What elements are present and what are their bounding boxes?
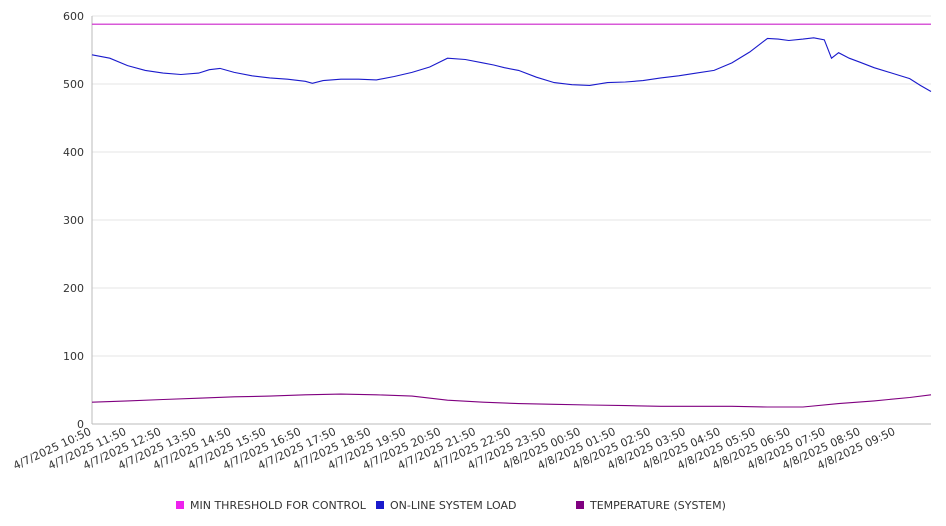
y-tick-label: 500: [63, 78, 84, 91]
y-tick-label: 200: [63, 282, 84, 295]
grid-lines: [92, 15, 931, 357]
y-tick-labels: 0 100 200 300 400 500 600: [63, 10, 84, 431]
legend-label-min-threshold: MIN THRESHOLD FOR CONTROL: [190, 499, 367, 512]
y-tick-label: 100: [63, 350, 84, 363]
x-tick-labels: 4/7/2025 10:504/7/2025 11:504/7/2025 12:…: [11, 425, 897, 473]
legend-swatch-temperature: [576, 501, 584, 509]
y-tick-label: 0: [77, 418, 84, 431]
series-line-on-line-system-load: [91, 37, 932, 92]
legend-swatch-min-threshold: [176, 501, 184, 509]
legend-swatch-system-load: [376, 501, 384, 509]
y-tick-label: 300: [63, 214, 84, 227]
y-tick-label: 400: [63, 146, 84, 159]
y-tick-label: 600: [63, 10, 84, 23]
series-lines: [91, 23, 932, 408]
axes: [91, 16, 931, 425]
series-line-temperature-system: [91, 393, 932, 408]
legend-label-system-load: ON-LINE SYSTEM LOAD: [390, 499, 516, 512]
legend: MIN THRESHOLD FOR CONTROL ON-LINE SYSTEM…: [176, 499, 726, 512]
legend-label-temperature: TEMPERATURE (SYSTEM): [589, 499, 726, 512]
